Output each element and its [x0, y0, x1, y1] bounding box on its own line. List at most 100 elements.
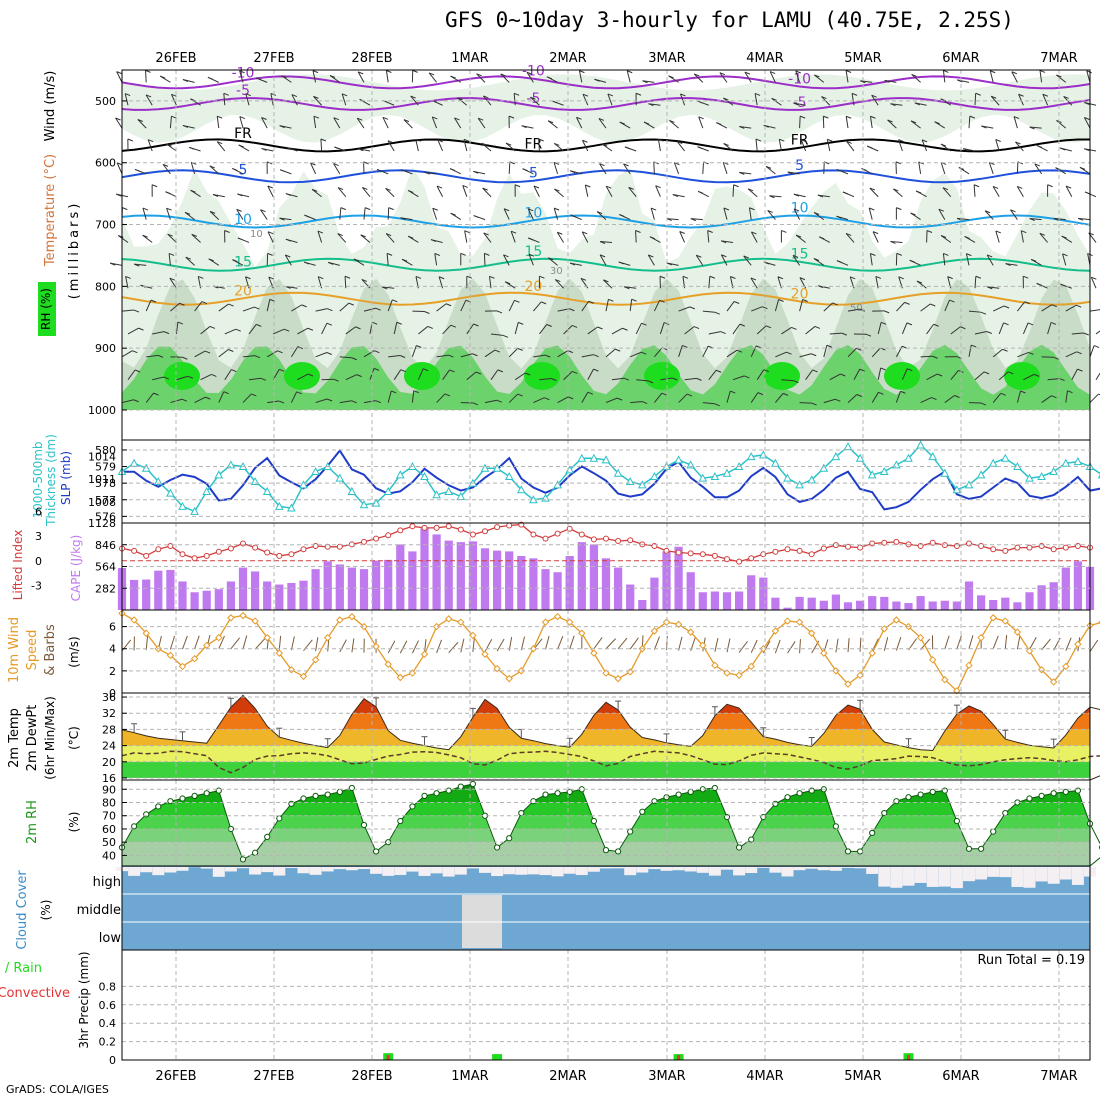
wind-barb-flag: [400, 217, 406, 221]
wind-barb-flag: [303, 261, 310, 265]
wind-barb-flag: [151, 184, 158, 188]
wind-barb: [992, 392, 1002, 403]
cloud-gap: [285, 867, 298, 868]
wind-barb-flag: [133, 399, 139, 403]
lifted-index-point: [808, 551, 815, 558]
wind-barb: [684, 326, 695, 335]
temp2m-axis-label: 2m DewPt: [25, 705, 40, 772]
wind-barb-flag: [795, 234, 802, 238]
wind-barb-flag: [580, 277, 587, 281]
wind-barb-flag: [209, 210, 216, 214]
wind-barb-flag: [585, 184, 591, 188]
wind-barb: [911, 74, 921, 83]
y-tick-label: 60: [102, 823, 116, 836]
wind-barb: [194, 396, 206, 404]
rh-core: [764, 362, 800, 390]
wind-barb: [869, 253, 873, 266]
cape-bar: [626, 584, 635, 610]
wind-barb-flag: [811, 402, 817, 406]
thickness-point: [843, 442, 853, 451]
wind-barb: [291, 94, 298, 106]
wind-barb: [869, 187, 879, 198]
wind-barb-flag: [743, 255, 749, 259]
lifted-index-point: [1026, 544, 1033, 551]
wind10-point: [408, 669, 417, 677]
wind10-barb: [714, 637, 719, 652]
wind10-barb: [121, 639, 132, 652]
wind-barb: [901, 368, 908, 380]
wind-barb: [339, 302, 350, 312]
lifted-index-point: [978, 542, 985, 549]
rh-point: [857, 848, 864, 855]
wind-barb: [127, 369, 136, 381]
wind-barb: [554, 279, 564, 289]
wind-barb-flag: [327, 308, 333, 312]
wind10-barb: [605, 638, 617, 650]
lifted-index-point: [687, 550, 694, 557]
thickness-point: [831, 452, 841, 461]
thickness-point: [359, 500, 369, 509]
wind10-axis-label: Speed: [25, 630, 40, 671]
wind-barb-flag: [659, 275, 666, 279]
wind-barb-flag: [110, 262, 116, 266]
wind-barb-flag: [163, 331, 170, 335]
wind-barb: [845, 233, 855, 243]
rh-point: [905, 794, 912, 801]
wind-barb-flag: [185, 256, 191, 260]
wind-barb-flag: [836, 215, 842, 219]
wind-barb: [576, 117, 583, 129]
wind-barb-flag: [497, 369, 504, 373]
wind10-barb: [472, 637, 475, 653]
wind-barb-flag: [444, 393, 451, 397]
wind-barb: [989, 70, 994, 83]
wind-barb: [313, 116, 317, 129]
wind-barb: [690, 218, 703, 221]
rh-point: [554, 790, 561, 797]
thickness-point: [746, 452, 756, 461]
wind-barb: [1039, 70, 1043, 83]
wind-barb-flag: [291, 94, 298, 98]
cloud-gap: [684, 867, 697, 872]
wind-barb-flag: [720, 240, 727, 244]
date-tick-top: 6MAR: [942, 51, 979, 66]
cape-bar: [492, 550, 502, 610]
wind10-barb: [145, 636, 149, 651]
temp2m-panel: [121, 694, 1100, 781]
wind-barb-flag: [163, 376, 170, 380]
wind10-point: [723, 669, 731, 677]
rh-point: [530, 798, 537, 805]
wind-barb-flag: [975, 92, 981, 96]
wind-barb: [892, 188, 903, 198]
lifted-axis-label: Lifted Index: [11, 530, 25, 601]
y-tick-label: 800: [95, 280, 116, 293]
thickness-point: [347, 486, 357, 495]
thickness-point: [674, 455, 683, 464]
cloud-gap: [345, 867, 358, 871]
wind-barb-flag: [450, 75, 456, 79]
wind10-point: [130, 616, 138, 624]
wind-barb: [887, 119, 897, 129]
wind-barb-flag: [1039, 232, 1046, 236]
cloud-gap: [152, 867, 165, 876]
wind-barb-flag: [672, 377, 678, 381]
wind-barb-flag: [696, 377, 702, 381]
cloud-axis-label: (%): [39, 900, 53, 921]
wind-barb-flag: [165, 191, 171, 195]
cloud-gap: [987, 867, 1000, 877]
wind10-barb: [194, 635, 200, 650]
wind-barb: [121, 309, 134, 312]
wind-barb: [926, 373, 938, 381]
cloud-gap: [817, 867, 830, 871]
cloud-gap: [975, 867, 988, 880]
wind10-point: [747, 662, 755, 671]
wind-barb: [582, 94, 589, 106]
wind-barb: [988, 162, 994, 175]
wind-axis-label: Wind (m/s): [43, 71, 58, 142]
wind-barb-flag: [476, 73, 482, 77]
wind-barb-flag: [483, 95, 489, 99]
wind10-point: [880, 625, 889, 633]
lifted-index-point: [361, 538, 367, 545]
wind-barb: [460, 300, 467, 312]
wind-barb: [387, 299, 393, 312]
wind10-point: [299, 672, 308, 681]
